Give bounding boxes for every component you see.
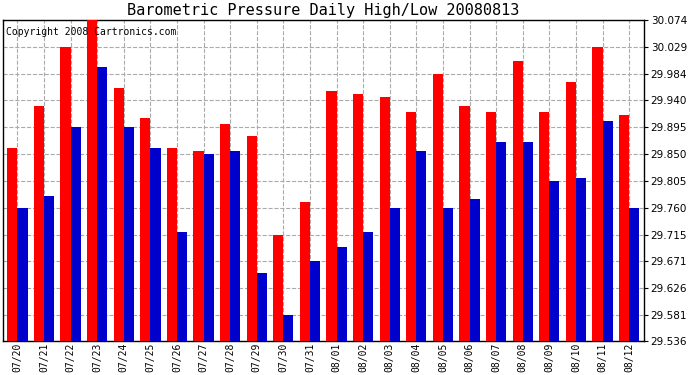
Bar xyxy=(204,154,214,342)
Bar xyxy=(593,47,602,342)
Bar xyxy=(576,178,586,342)
Bar xyxy=(70,127,81,342)
Bar xyxy=(549,181,560,342)
Bar xyxy=(602,121,613,342)
Bar xyxy=(513,61,523,342)
Bar xyxy=(363,232,373,342)
Bar xyxy=(619,115,629,342)
Bar xyxy=(629,208,639,342)
Bar xyxy=(380,98,390,342)
Bar xyxy=(460,106,470,342)
Bar xyxy=(150,148,161,342)
Bar xyxy=(310,261,320,342)
Title: Barometric Pressure Daily High/Low 20080813: Barometric Pressure Daily High/Low 20080… xyxy=(127,3,520,18)
Bar xyxy=(523,142,533,342)
Bar xyxy=(247,136,257,342)
Bar xyxy=(87,20,97,342)
Bar xyxy=(284,315,293,342)
Bar xyxy=(496,142,506,342)
Bar xyxy=(124,127,134,342)
Bar xyxy=(433,74,443,342)
Bar xyxy=(220,124,230,342)
Bar xyxy=(540,112,549,342)
Bar xyxy=(566,82,576,342)
Bar xyxy=(8,148,17,342)
Bar xyxy=(257,273,267,342)
Bar xyxy=(326,92,337,342)
Bar xyxy=(114,88,124,342)
Bar xyxy=(406,112,416,342)
Bar xyxy=(273,235,284,342)
Text: Copyright 2008 Cartronics.com: Copyright 2008 Cartronics.com xyxy=(6,27,177,37)
Bar xyxy=(167,148,177,342)
Bar xyxy=(140,118,150,342)
Bar xyxy=(34,106,44,342)
Bar xyxy=(17,208,28,342)
Bar xyxy=(486,112,496,342)
Bar xyxy=(337,246,346,342)
Bar xyxy=(390,208,400,342)
Bar xyxy=(416,151,426,342)
Bar xyxy=(443,208,453,342)
Bar xyxy=(177,232,187,342)
Bar xyxy=(193,151,204,342)
Bar xyxy=(300,202,310,342)
Bar xyxy=(470,199,480,342)
Bar xyxy=(61,47,70,342)
Bar xyxy=(353,94,363,342)
Bar xyxy=(44,196,54,342)
Bar xyxy=(230,151,240,342)
Bar xyxy=(97,68,108,342)
